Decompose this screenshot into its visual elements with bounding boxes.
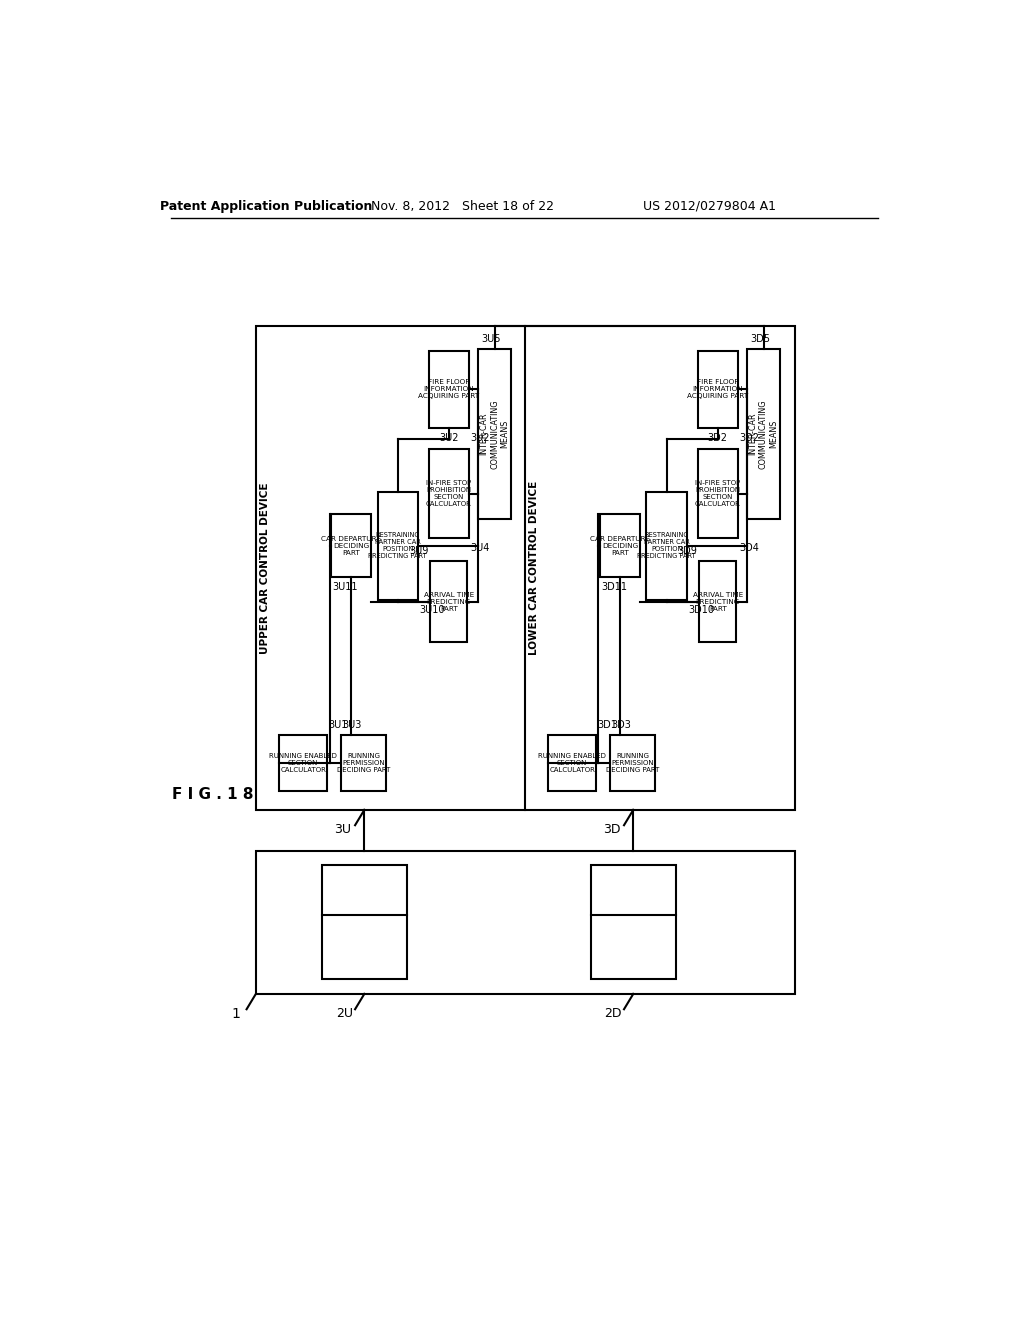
Text: RUNNING ENABLED
SECTION
CALCULATOR: RUNNING ENABLED SECTION CALCULATOR: [269, 752, 337, 772]
Text: 3U2: 3U2: [439, 433, 459, 444]
FancyBboxPatch shape: [548, 735, 596, 791]
FancyBboxPatch shape: [429, 449, 469, 539]
Text: 3U: 3U: [334, 824, 351, 837]
Text: Patent Application Publication: Patent Application Publication: [160, 199, 372, 213]
Text: UPPER CAR CONTROL DEVICE: UPPER CAR CONTROL DEVICE: [260, 482, 270, 653]
FancyBboxPatch shape: [256, 326, 795, 810]
FancyBboxPatch shape: [646, 492, 687, 599]
FancyBboxPatch shape: [256, 851, 795, 994]
FancyBboxPatch shape: [341, 735, 386, 791]
Text: 3D3: 3D3: [611, 721, 632, 730]
FancyBboxPatch shape: [600, 515, 640, 577]
Text: CAR DEPARTURE
DECIDING
PART: CAR DEPARTURE DECIDING PART: [590, 536, 650, 556]
Text: 3D10: 3D10: [688, 605, 715, 615]
Text: LOWER CAR CONTROL DEVICE: LOWER CAR CONTROL DEVICE: [529, 480, 539, 655]
Text: 3D2: 3D2: [708, 433, 728, 444]
Text: 3U4: 3U4: [471, 543, 489, 553]
Text: RESTRAINING
PARTNER CAR
POSITION
PREDICTING PART: RESTRAINING PARTNER CAR POSITION PREDICT…: [369, 532, 427, 560]
FancyBboxPatch shape: [610, 735, 655, 791]
FancyBboxPatch shape: [699, 561, 736, 642]
FancyBboxPatch shape: [697, 449, 738, 539]
Text: 3D4: 3D4: [739, 543, 760, 553]
Text: 3U11: 3U11: [333, 582, 358, 593]
Text: 1: 1: [231, 1007, 241, 1020]
Text: 3U1: 3U1: [329, 721, 348, 730]
FancyBboxPatch shape: [478, 350, 511, 519]
Text: RESTRAINING
PARTNER CAR
POSITION
PREDICTING PART: RESTRAINING PARTNER CAR POSITION PREDICT…: [637, 532, 696, 560]
Text: F I G . 1 8: F I G . 1 8: [172, 787, 254, 803]
Text: 3U3: 3U3: [343, 721, 362, 730]
Text: ARRIVAL TIME
PREDICTING
PART: ARRIVAL TIME PREDICTING PART: [424, 591, 474, 611]
Text: FIRE FLOOR
INFORMATION
ACQUIRING PART: FIRE FLOOR INFORMATION ACQUIRING PART: [687, 379, 749, 400]
Text: 3D9: 3D9: [678, 546, 697, 556]
Text: INTER-CAR
COMMUNICATING
MEANS: INTER-CAR COMMUNICATING MEANS: [479, 400, 510, 469]
Text: 3D11: 3D11: [601, 582, 628, 593]
FancyBboxPatch shape: [697, 351, 738, 428]
FancyBboxPatch shape: [280, 735, 328, 791]
FancyBboxPatch shape: [322, 866, 407, 979]
Text: INTER-CAR
COMMUNICATING
MEANS: INTER-CAR COMMUNICATING MEANS: [749, 400, 778, 469]
Text: FIRE FLOOR
INFORMATION
ACQUIRING PART: FIRE FLOOR INFORMATION ACQUIRING PART: [418, 379, 479, 400]
Text: 3U9: 3U9: [410, 546, 429, 556]
Text: 3U2: 3U2: [471, 433, 490, 444]
Text: 3D5: 3D5: [751, 334, 770, 345]
Text: 2U: 2U: [336, 1007, 352, 1020]
Text: Nov. 8, 2012   Sheet 18 of 22: Nov. 8, 2012 Sheet 18 of 22: [372, 199, 554, 213]
Text: RUNNING ENABLED
SECTION
CALCULATOR: RUNNING ENABLED SECTION CALCULATOR: [539, 752, 606, 772]
Text: 3D: 3D: [603, 824, 621, 837]
Text: 3U5: 3U5: [481, 334, 501, 345]
FancyBboxPatch shape: [430, 561, 467, 642]
Text: IN-FIRE STOP
PROHIBITION
SECTION
CALCULATOR: IN-FIRE STOP PROHIBITION SECTION CALCULA…: [695, 480, 740, 507]
FancyBboxPatch shape: [378, 492, 418, 599]
FancyBboxPatch shape: [331, 515, 372, 577]
FancyBboxPatch shape: [429, 351, 469, 428]
Text: RUNNING
PERMISSION
DECIDING PART: RUNNING PERMISSION DECIDING PART: [606, 752, 659, 772]
Text: IN-FIRE STOP
PROHIBITION
SECTION
CALCULATOR: IN-FIRE STOP PROHIBITION SECTION CALCULA…: [426, 480, 472, 507]
FancyBboxPatch shape: [591, 866, 676, 979]
Text: 2D: 2D: [604, 1007, 622, 1020]
Text: CAR DEPARTURE
DECIDING
PART: CAR DEPARTURE DECIDING PART: [322, 536, 381, 556]
Text: US 2012/0279804 A1: US 2012/0279804 A1: [643, 199, 776, 213]
Text: 3D1: 3D1: [598, 721, 617, 730]
Text: RUNNING
PERMISSION
DECIDING PART: RUNNING PERMISSION DECIDING PART: [337, 752, 390, 772]
Text: 3D2: 3D2: [739, 433, 760, 444]
Text: 3U10: 3U10: [420, 605, 444, 615]
Text: ARRIVAL TIME
PREDICTING
PART: ARRIVAL TIME PREDICTING PART: [692, 591, 742, 611]
FancyBboxPatch shape: [748, 350, 779, 519]
